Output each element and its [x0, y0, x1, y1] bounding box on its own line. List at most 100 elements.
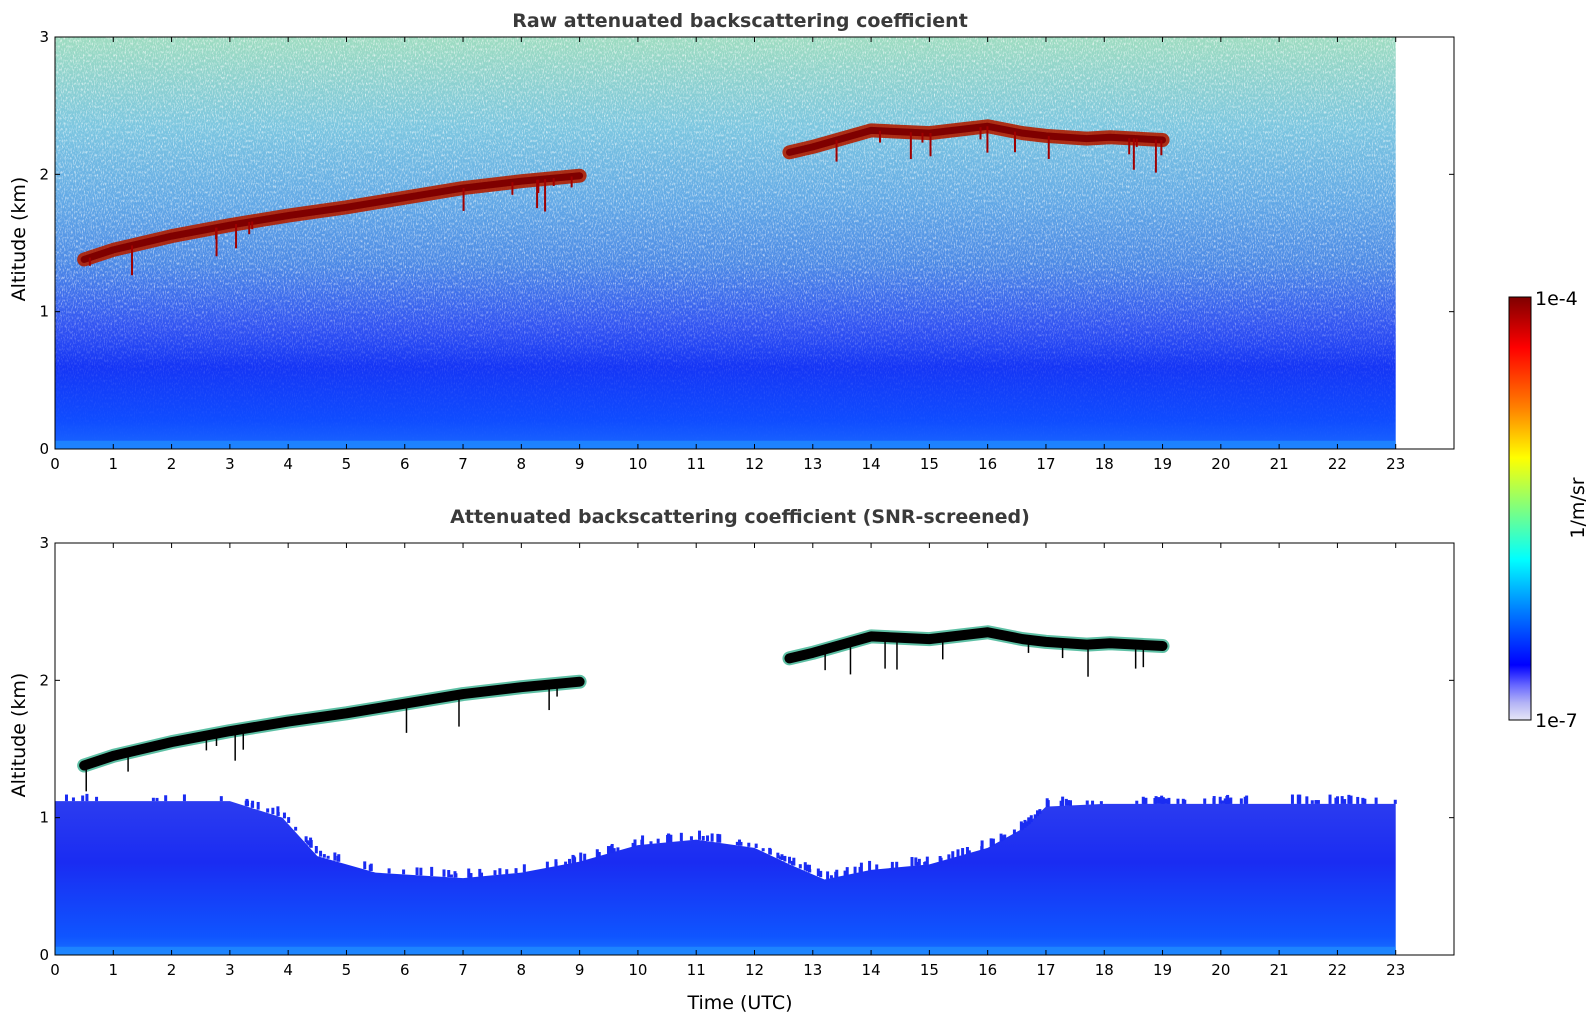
signal-speckle: [616, 847, 620, 852]
signal-speckle: [1060, 801, 1064, 806]
signal-speckle: [875, 864, 879, 870]
signal-speckle: [271, 807, 275, 815]
signal-speckle: [640, 839, 644, 845]
signal-speckle: [554, 859, 558, 867]
x-tick-label: 16: [978, 455, 997, 473]
signal-speckle: [1290, 794, 1294, 804]
x-tick-label: 20: [1211, 961, 1230, 979]
signal-speckle: [788, 856, 792, 864]
x-tick-label: 14: [862, 961, 881, 979]
signal-speckle: [1135, 800, 1139, 804]
signal-speckle: [710, 833, 714, 842]
surface-layer: [55, 440, 1396, 449]
signal-speckle: [1220, 800, 1224, 804]
signal-speckle: [326, 855, 330, 859]
x-tick-label: 3: [225, 961, 235, 979]
signal-speckle: [467, 868, 471, 878]
signal-speckle: [612, 848, 616, 853]
signal-speckle: [1226, 794, 1230, 804]
x-tick-label: 16: [978, 961, 997, 979]
signal-speckle: [961, 848, 965, 856]
signal-speckle: [845, 867, 849, 876]
x-tick-label: 5: [342, 455, 352, 473]
x-tick-label: 4: [283, 455, 293, 473]
signal-speckle: [454, 873, 458, 878]
heatmap-area: [55, 625, 1397, 955]
signal-speckle: [1046, 800, 1050, 807]
signal-speckle: [868, 860, 872, 871]
signal-speckle: [1334, 797, 1338, 804]
signal-speckle: [826, 871, 830, 880]
signal-speckle: [609, 845, 613, 854]
signal-speckle: [633, 839, 637, 847]
signal-speckle: [778, 856, 782, 860]
colorbar-min-label: 1e-7: [1535, 710, 1578, 732]
signal-speckle: [1066, 800, 1070, 806]
signal-speckle: [498, 868, 502, 875]
y-tick-label: 0: [39, 946, 49, 964]
x-tick-label: 19: [1153, 961, 1172, 979]
signal-speckle: [1363, 798, 1367, 804]
signal-speckle: [1349, 795, 1353, 804]
signal-speckle: [798, 864, 802, 869]
signal-speckle: [910, 857, 914, 867]
signal-speckle: [1343, 799, 1347, 804]
signal-speckle: [1305, 796, 1309, 804]
signal-speckle: [1374, 797, 1378, 804]
x-tick-label: 1: [109, 455, 119, 473]
x-tick-label: 23: [1386, 455, 1405, 473]
signal-speckle: [853, 866, 857, 874]
x-tick-label: 19: [1153, 455, 1172, 473]
signal-speckle: [469, 873, 473, 878]
signal-speckle: [980, 840, 984, 850]
signal-speckle: [85, 793, 89, 802]
y-tick-label: 2: [39, 165, 49, 183]
signal-speckle: [573, 857, 577, 863]
signal-speckle: [925, 856, 929, 865]
cloud-layer: [784, 627, 1168, 664]
signal-speckle: [1229, 797, 1233, 804]
signal-speckle: [1091, 800, 1095, 805]
signal-speckle: [747, 842, 751, 847]
signal-speckle: [478, 868, 482, 877]
signal-speckle: [938, 856, 942, 862]
x-tick-label: 12: [745, 455, 764, 473]
signal-speckle: [735, 841, 739, 846]
x-tick-label: 13: [803, 455, 822, 473]
signal-speckle: [956, 849, 960, 857]
x-tick-label: 18: [1095, 455, 1114, 473]
signal-speckle: [737, 839, 741, 846]
signal-speckle: [522, 864, 526, 873]
x-tick-label: 11: [687, 455, 706, 473]
signal-speckle: [1068, 800, 1072, 806]
axes: 0 1 2 3 4 5 6 7 8 9 10 11 12 13 14 15 16 17 18 19 20 21 22 2301…: [39, 534, 1455, 979]
signal-speckle: [567, 858, 571, 864]
signal-speckle: [914, 857, 918, 866]
axes: 0 1 2 3 4 5 6 7 8 9 10 11 12 13 14 15 16 17 18 19 20 21 22 2301…: [39, 28, 1455, 473]
signal-speckle: [81, 795, 85, 802]
signal-speckle: [245, 798, 249, 807]
x-tick-label: 22: [1328, 455, 1347, 473]
signal-speckle: [1019, 821, 1023, 831]
signal-speckle: [564, 861, 568, 865]
signal-speckle: [95, 796, 99, 802]
signal-speckle: [829, 875, 833, 879]
y-tick-label: 3: [39, 534, 49, 552]
x-tick-label: 8: [517, 961, 527, 979]
x-tick-label: 15: [920, 455, 939, 473]
signal-speckle: [276, 806, 280, 816]
signal-speckle: [1099, 801, 1103, 805]
x-tick-label: 2: [167, 455, 177, 473]
x-tick-label: 7: [458, 961, 468, 979]
signal-speckle: [514, 868, 518, 874]
signal-speckle: [947, 854, 951, 860]
signal-speckle: [505, 869, 509, 875]
signal-speckle: [1029, 815, 1033, 822]
signal-speckle: [679, 832, 683, 842]
signal-speckle: [669, 834, 673, 843]
x-tick-label: 6: [400, 455, 410, 473]
signal-speckle: [999, 833, 1003, 842]
signal-speckle: [783, 855, 787, 862]
colorbar-gradient: [1508, 296, 1532, 721]
signal-speckle: [333, 852, 337, 861]
